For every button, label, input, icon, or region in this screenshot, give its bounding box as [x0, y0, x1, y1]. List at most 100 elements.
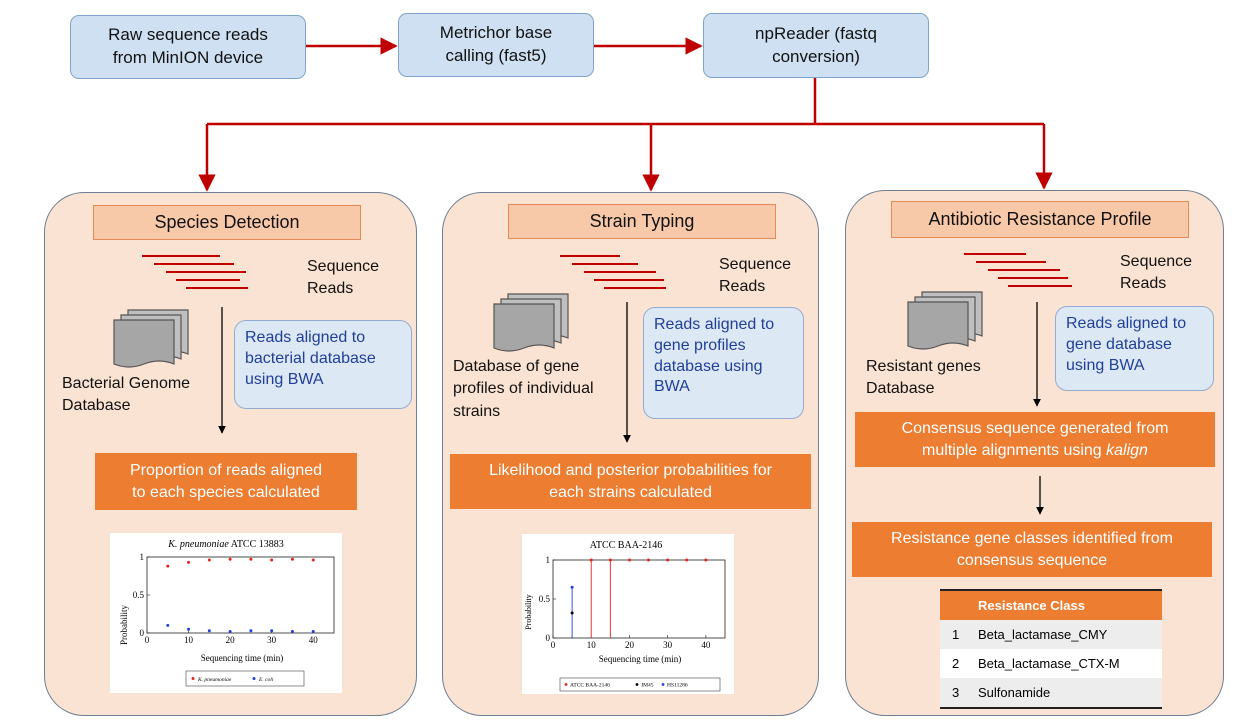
data-point: [589, 558, 593, 562]
species-chart-svg: K. pneumoniae ATCC 13883 Probability Seq…: [119, 539, 335, 687]
data-point: [207, 558, 211, 562]
strain-reads-label: Sequence Reads: [719, 256, 792, 296]
x-tick-label: 40: [309, 635, 319, 645]
resistance-alignment-note-text: Reads aligned to gene database using BWA: [1066, 315, 1187, 374]
species-alignment-note-text: Reads aligned to bacterial database usin…: [245, 329, 376, 388]
data-point: [270, 558, 274, 562]
species-reads-icon: [142, 255, 248, 289]
data-point: [311, 629, 315, 633]
y-tick-label: 0: [546, 633, 551, 643]
strain-flow-arrow: [623, 302, 631, 443]
strain-chart: ATCC BAA-2146 Probability Sequencing tim…: [522, 534, 734, 694]
resistance-row-name: Beta_lactamase_CTX-M: [978, 656, 1120, 671]
chart1-legend-box: [185, 670, 305, 687]
species-result-box: Proportion of reads aligned to each spec…: [95, 453, 357, 510]
x-tick-label: 40: [701, 640, 711, 650]
data-point: [290, 557, 294, 561]
data-point: [166, 564, 170, 568]
plot-frame: [146, 556, 335, 634]
chart1-legend-marker-2: [252, 677, 256, 680]
resistance-result-text: Resistance gene classes identified from …: [891, 529, 1173, 569]
plot-frame: [552, 559, 726, 639]
chart2-legend-marker-2: [635, 683, 639, 686]
data-point: [704, 558, 708, 562]
x-tick-label: 10: [184, 635, 194, 645]
x-tick-label: 0: [551, 640, 556, 650]
raw-reads-box: Raw sequence reads from MinION device: [70, 15, 306, 79]
chart1-legend-marker-1: [191, 677, 195, 680]
resistance-reads-icon: [964, 253, 1072, 287]
chart1-xlabel: Sequencing time (min): [201, 653, 283, 663]
strain-database-icon: [493, 293, 569, 352]
chart1-ylabel: Probability: [119, 605, 129, 645]
x-tick-label: 10: [587, 640, 597, 650]
data-point: [570, 611, 574, 615]
strain-alignment-note-text: Reads aligned to gene profiles database …: [654, 316, 775, 396]
species-title: Species Detection: [93, 205, 361, 240]
species-alignment-note: Reads aligned to bacterial database usin…: [234, 320, 412, 409]
data-point: [685, 558, 689, 562]
data-point: [228, 557, 232, 561]
resistance-reads-label: Sequence Reads: [1120, 253, 1193, 293]
npreader-label: npReader (fastq conversion): [755, 23, 877, 66]
resistance-consensus-text-main: Consensus sequence generated from multip…: [901, 419, 1169, 459]
metrichor-box: Metrichor base calling (fast5): [398, 13, 594, 77]
data-point: [249, 629, 253, 633]
strain-result-text: Likelihood and posterior probabilities f…: [489, 461, 772, 501]
resistance-db-label: Resistant genes Database: [866, 358, 981, 398]
data-point: [228, 629, 232, 633]
chart2-legend-label-2: JM45: [641, 683, 654, 689]
chart1-title: K. pneumoniae ATCC 13883: [167, 539, 284, 550]
data-point: [608, 558, 612, 562]
strain-db-label: Database of gene profiles of individual …: [453, 358, 594, 420]
strain-result-box: Likelihood and posterior probabilities f…: [450, 454, 811, 509]
resistance-consensus-text: Consensus sequence generated from multip…: [902, 418, 1169, 461]
metrichor-label: Metrichor base calling (fast5): [439, 23, 553, 65]
data-point: [647, 558, 651, 562]
resistance-title: Antibiotic Resistance Profile: [891, 201, 1189, 238]
chart1-legend-label-2: E. coli: [258, 677, 274, 683]
chart2-ylabel: Probability: [524, 594, 533, 630]
resistance-table-row: 1 Beta_lactamase_CMY: [940, 620, 1162, 649]
resistance-flow-arrow-2: [1036, 476, 1044, 515]
x-tick-label: 0: [145, 635, 150, 645]
data-point: [187, 627, 191, 631]
chart2-legend-marker-1: [564, 683, 568, 686]
resistance-table-row: 2 Beta_lactamase_CTX-M: [940, 649, 1162, 678]
chart2-title: ATCC BAA-2146: [590, 540, 663, 551]
resistance-alignment-note: Reads aligned to gene database using BWA: [1055, 306, 1214, 391]
species-result-text: Proportion of reads aligned to each spec…: [129, 461, 323, 501]
resistance-table-header: Resistance Class: [940, 591, 1162, 620]
chart1-legend-label-1: K. pneumoniae: [197, 677, 232, 683]
chart2-legend-box: [559, 677, 721, 692]
y-tick-label: 0.5: [133, 590, 145, 600]
chart2-legend-label-3: HS11286: [667, 683, 688, 689]
data-point: [290, 629, 294, 633]
strain-chart-svg: ATCC BAA-2146 Probability Sequencing tim…: [524, 540, 726, 692]
y-tick-label: 0.5: [539, 594, 551, 604]
x-tick-label: 20: [625, 640, 635, 650]
data-point: [249, 557, 253, 561]
chart2-xlabel: Sequencing time (min): [599, 654, 681, 664]
strain-title-text: Strain Typing: [589, 211, 695, 231]
x-tick-label: 30: [663, 640, 673, 650]
resistance-title-text: Antibiotic Resistance Profile: [928, 209, 1152, 229]
y-tick-label: 1: [140, 552, 145, 562]
resistance-row-name: Beta_lactamase_CMY: [978, 627, 1108, 642]
data-point: [187, 560, 191, 564]
species-reads-label: Sequence Reads: [307, 258, 380, 298]
chart2-legend-marker-3: [661, 683, 665, 686]
data-point: [207, 629, 211, 633]
data-point: [627, 558, 631, 562]
resistance-row-number: 2: [952, 656, 960, 671]
data-point: [666, 558, 670, 562]
chart2-legend-label-1: ATCC BAA-2146: [570, 683, 610, 689]
data-point: [311, 558, 315, 562]
data-point: [166, 623, 170, 627]
y-tick-label: 1: [546, 555, 551, 565]
raw-reads-label: Raw sequence reads from MinION device: [108, 25, 268, 67]
resistance-table-row: 3 Sulfonamide: [940, 678, 1162, 707]
resistance-consensus-box: Consensus sequence generated from multip…: [855, 412, 1215, 467]
chart1-title-rest: ATCC 13883: [229, 539, 284, 550]
